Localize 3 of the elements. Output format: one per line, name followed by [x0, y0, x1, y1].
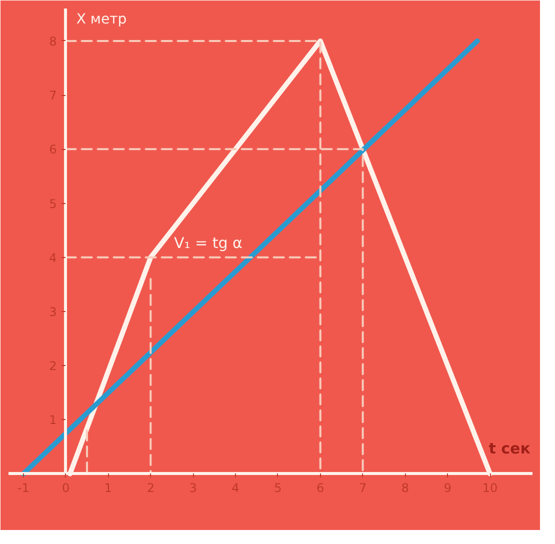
annotation: V₁ = tg α	[174, 234, 243, 252]
y-axis-title: X метр	[76, 11, 127, 28]
x-axis-title: t сек	[488, 440, 530, 458]
